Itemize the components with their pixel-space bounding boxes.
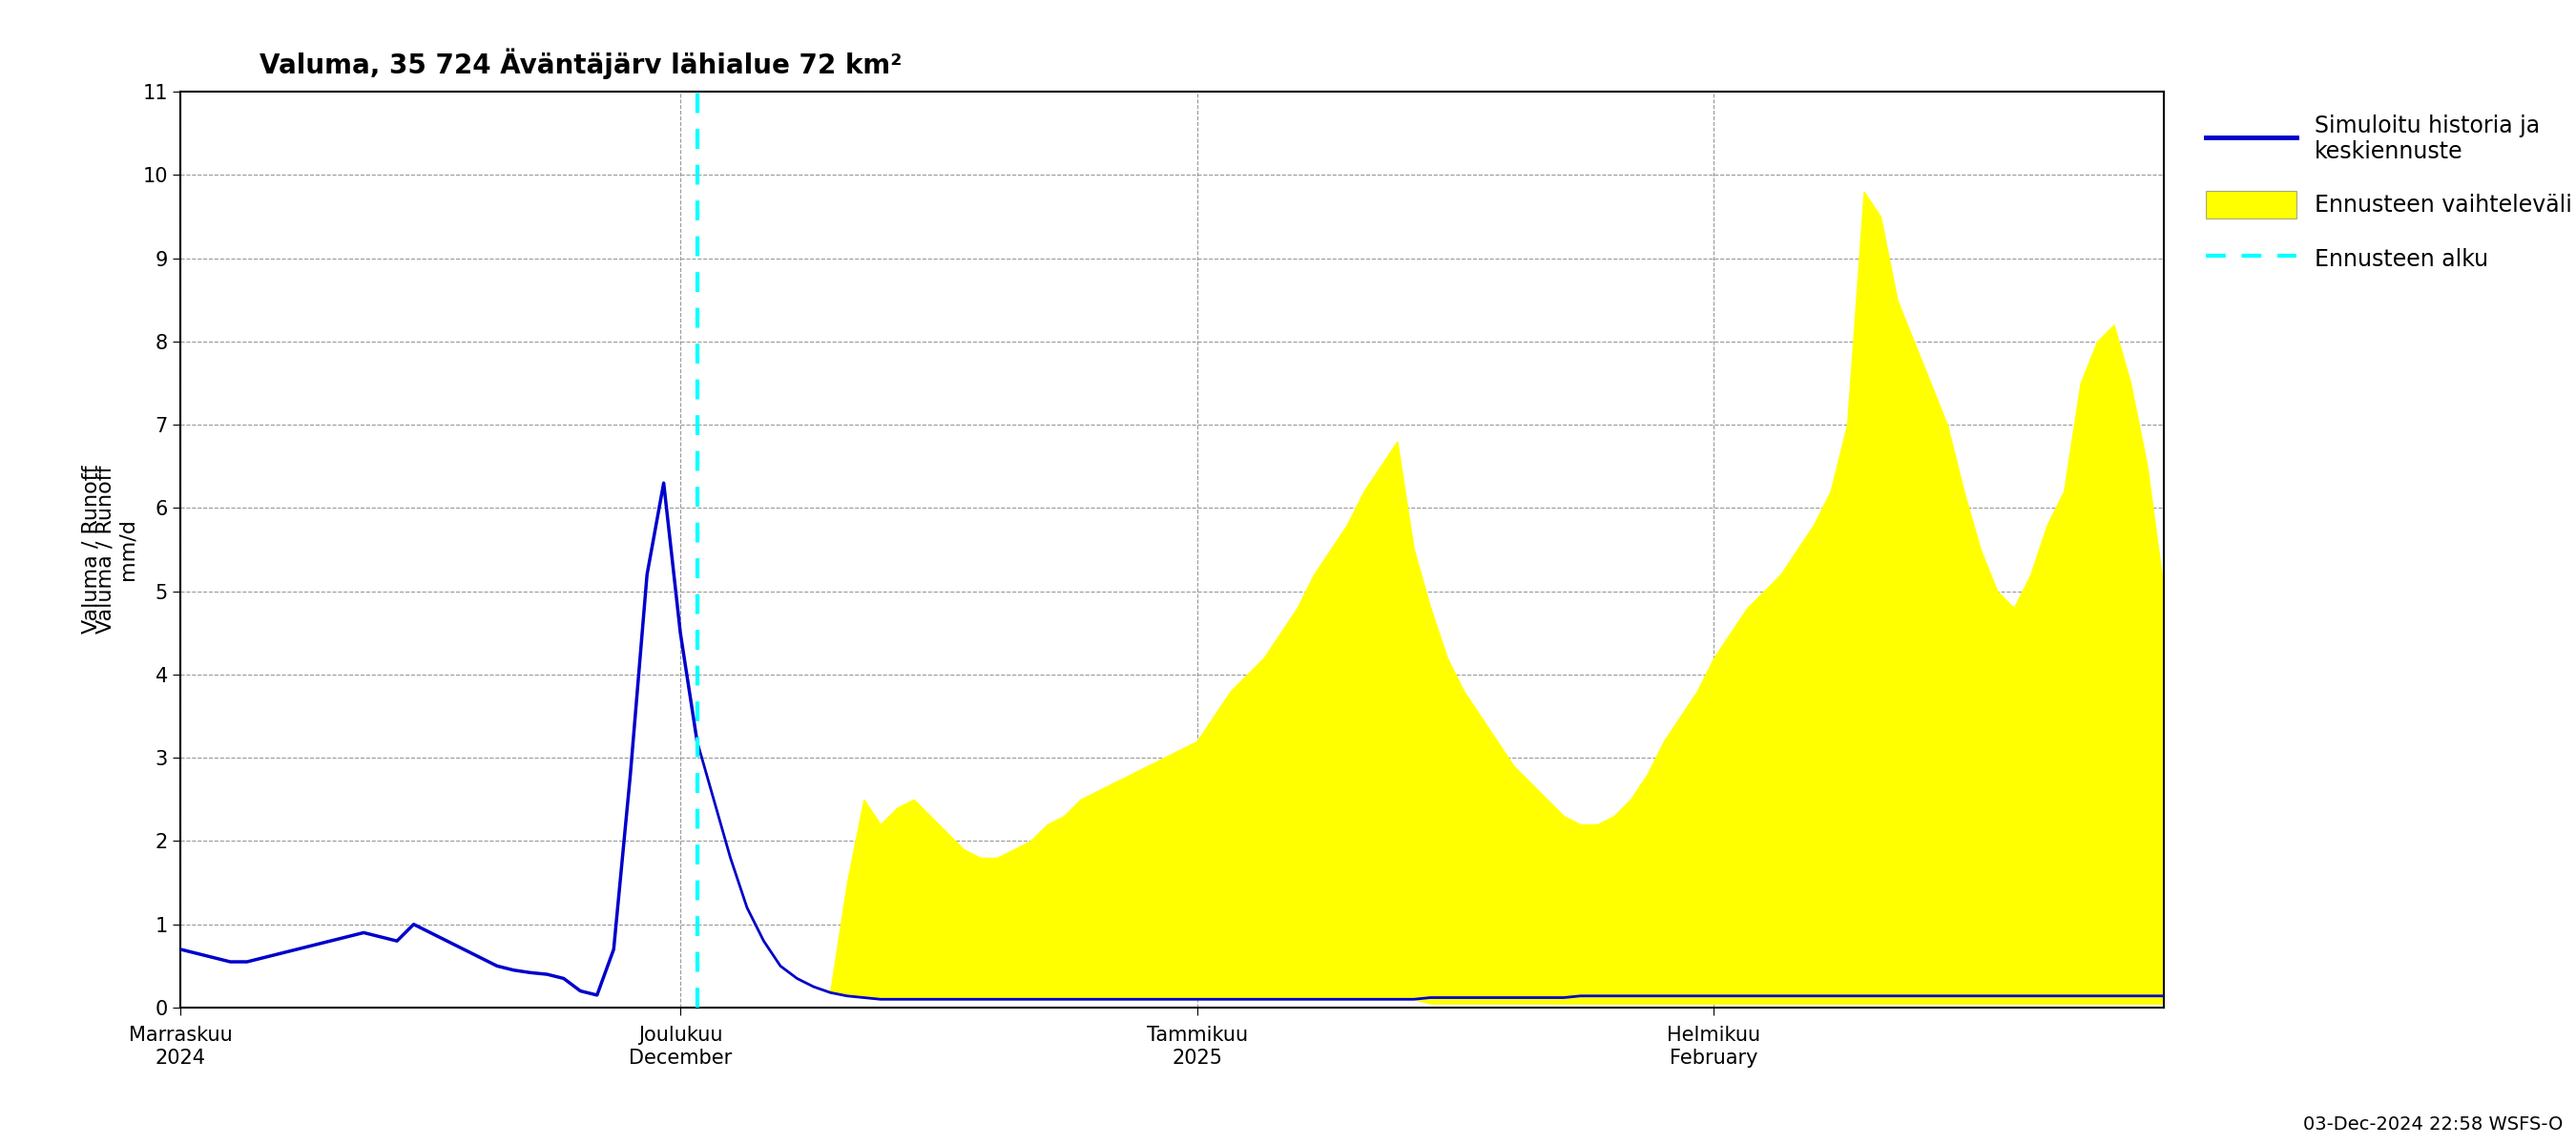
Text: Valuma / Runoff: Valuma / Runoff [82,465,100,634]
Y-axis label: Valuma / Runoff
mm/d: Valuma / Runoff mm/d [95,465,137,634]
Text: Valuma, 35 724 Äväntäjärv lähialue 72 km²: Valuma, 35 724 Äväntäjärv lähialue 72 km… [260,48,902,79]
Text: 03-Dec-2024 22:58 WSFS-O: 03-Dec-2024 22:58 WSFS-O [2303,1115,2563,1134]
Legend: Simuloitu historia ja
keskiennuste, Ennusteen vaihteleväli, Ennusteen alku: Simuloitu historia ja keskiennuste, Ennu… [2195,103,2576,284]
